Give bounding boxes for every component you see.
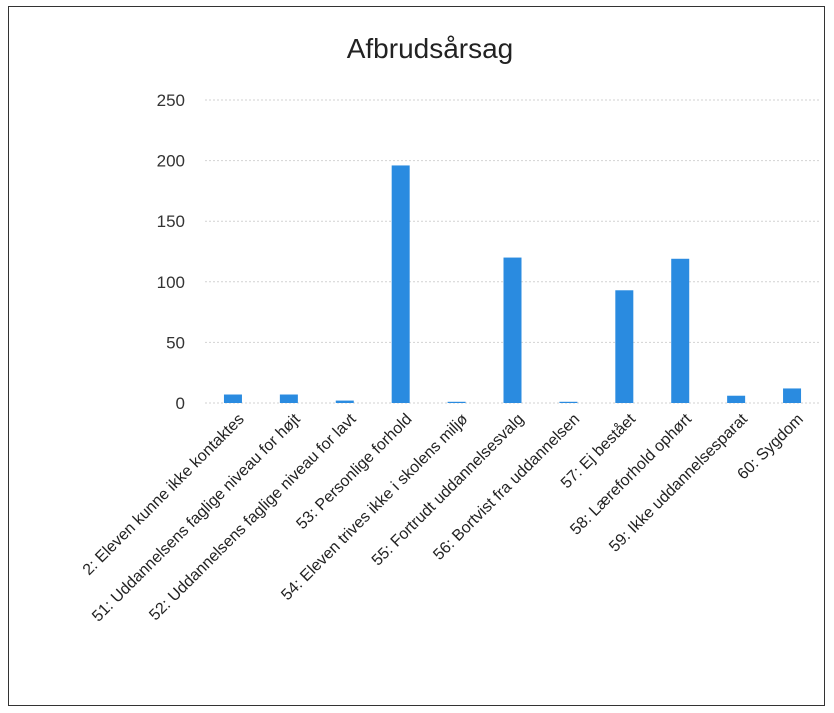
- bar: [279, 394, 298, 403]
- y-tick-label: 100: [157, 273, 185, 292]
- x-category-label: 51: Uddannelsens faglige niveau for højt: [89, 410, 304, 625]
- y-tick-label: 150: [157, 212, 185, 231]
- bar: [447, 401, 466, 403]
- y-tick-label: 200: [157, 152, 185, 171]
- y-tick-label: 50: [166, 333, 185, 352]
- y-tick-label: 250: [157, 91, 185, 110]
- x-category-label: 52: Uddannelsens faglige niveau for lavt: [146, 410, 360, 624]
- bar: [335, 400, 354, 403]
- bar: [559, 401, 578, 403]
- bar: [671, 258, 690, 403]
- bar: [783, 388, 802, 403]
- bar: [391, 165, 410, 403]
- bar: [223, 394, 242, 403]
- bar: [727, 395, 746, 403]
- chart-title: Afbrudsårsag: [347, 33, 514, 64]
- bar: [503, 257, 522, 403]
- bar: [615, 290, 634, 403]
- y-tick-label: 0: [176, 394, 185, 413]
